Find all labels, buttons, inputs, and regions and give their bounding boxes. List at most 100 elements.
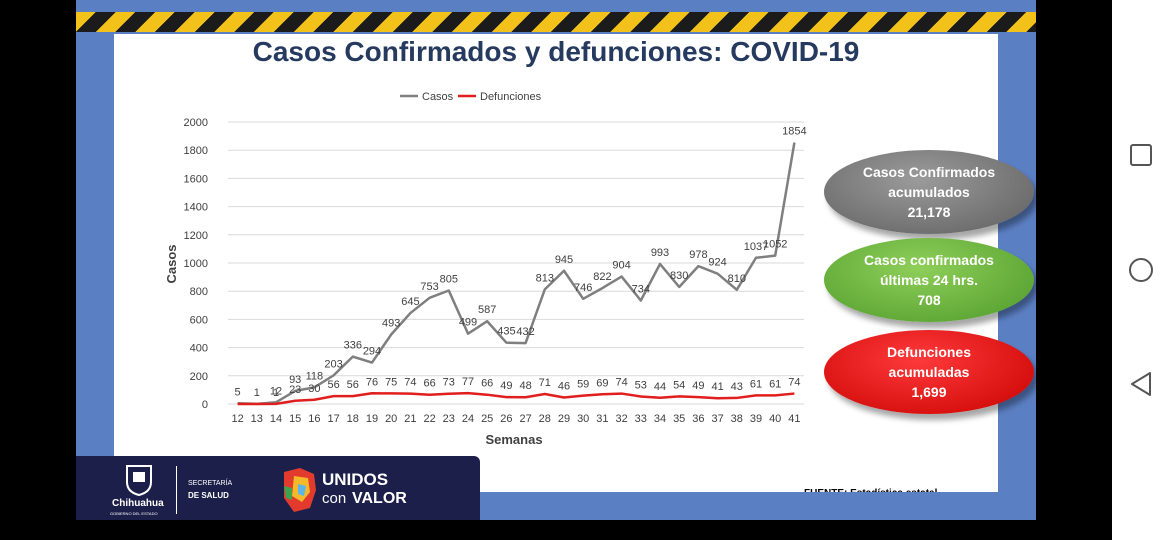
- data-label: 48: [519, 380, 531, 392]
- data-label: 499: [459, 317, 477, 329]
- x-tick-label: 37: [711, 413, 723, 425]
- data-label: 54: [673, 379, 685, 391]
- x-tick-label: 12: [231, 413, 243, 425]
- hazard-stripe: [76, 12, 1036, 32]
- data-label: 46: [558, 381, 570, 393]
- y-tick-label: 400: [190, 343, 208, 355]
- data-label: 93: [289, 374, 301, 386]
- data-label: 49: [500, 380, 512, 392]
- bubble-value: 708: [917, 292, 941, 308]
- data-label: 1037: [744, 241, 768, 253]
- legend-label: Defunciones: [480, 91, 542, 103]
- data-label: 43: [731, 381, 743, 393]
- data-label: 49: [692, 380, 704, 392]
- footer-bar: Chihuahua GOBIERNO DEL ESTADO SECRETARÍA…: [76, 456, 480, 520]
- x-axis-label: Semanas: [485, 432, 542, 447]
- y-tick-label: 1600: [184, 173, 208, 185]
- data-label: 813: [536, 272, 554, 284]
- data-label: 822: [593, 271, 611, 283]
- data-label: 645: [401, 296, 419, 308]
- data-label: 587: [478, 304, 496, 316]
- recent-apps-button[interactable]: [1126, 140, 1156, 170]
- data-label: 810: [728, 273, 746, 285]
- unidos-logo-icon: [284, 468, 316, 512]
- x-tick-label: 22: [423, 413, 435, 425]
- data-label: 56: [327, 379, 339, 391]
- back-button[interactable]: [1126, 369, 1156, 399]
- slogan-con: con: [322, 490, 347, 507]
- bubble-line: Defunciones: [886, 344, 971, 360]
- data-label: 74: [788, 377, 800, 389]
- data-label: 66: [423, 378, 435, 390]
- bubble-value: 1,699: [911, 384, 947, 400]
- data-label: 294: [363, 346, 381, 358]
- legend-label: Casos: [422, 91, 454, 103]
- x-tick-label: 40: [769, 413, 781, 425]
- bottom-strip: [480, 492, 1036, 520]
- data-label: 74: [404, 377, 416, 389]
- bubble-line: acumulados: [888, 184, 970, 200]
- data-label: 1854: [782, 126, 806, 138]
- data-label: 746: [574, 282, 592, 294]
- x-tick-label: 16: [308, 413, 320, 425]
- data-label: 336: [344, 340, 362, 352]
- x-tick-label: 18: [347, 413, 359, 425]
- y-tick-label: 800: [190, 286, 208, 298]
- x-tick-label: 30: [577, 413, 589, 425]
- data-label: 734: [632, 284, 650, 296]
- x-tick-label: 15: [289, 413, 301, 425]
- home-button[interactable]: [1126, 255, 1156, 285]
- bubble-line: Casos Confirmados: [862, 164, 996, 180]
- data-label: 118: [306, 370, 324, 382]
- chihuahua-shield-logo: [126, 465, 152, 496]
- data-label: 978: [689, 249, 707, 261]
- y-tick-labels: 0 200 400 600 800 1000 1200 1400 1600 1800 2000: [184, 117, 208, 411]
- x-tick-label: 29: [558, 413, 570, 425]
- state-subtitle: GOBIERNO DEL ESTADO: [110, 511, 158, 516]
- data-label: 53: [635, 380, 647, 392]
- x-tick-label: 35: [673, 413, 685, 425]
- data-label: 76: [366, 376, 378, 388]
- y-tick-label: 200: [190, 371, 208, 383]
- data-label: 805: [440, 273, 458, 285]
- slogan-valor: VALOR: [352, 490, 407, 507]
- secretaria-line2: DE SALUD: [188, 491, 229, 500]
- x-tick-label: 23: [443, 413, 455, 425]
- data-label: 435: [497, 326, 515, 338]
- chart-panel: Casos Confirmados y defunciones: COVID-1…: [114, 34, 1034, 516]
- bubble-line: Casos confirmados: [864, 252, 994, 268]
- accumulated-cases-bubble: Casos Confirmados acumulados 21,178: [824, 150, 1034, 234]
- data-label: 432: [516, 326, 534, 338]
- data-label: 44: [654, 381, 666, 393]
- data-label: 945: [555, 254, 573, 266]
- data-label: 74: [615, 377, 627, 389]
- data-label: 59: [577, 379, 589, 391]
- y-tick-label: 0: [202, 399, 208, 411]
- android-nav-bar: [1112, 0, 1170, 540]
- data-label: 23: [289, 384, 301, 396]
- data-label: 493: [382, 317, 400, 329]
- x-tick-label: 33: [635, 413, 647, 425]
- x-tick-label: 26: [500, 413, 512, 425]
- x-tick-label: 17: [327, 413, 339, 425]
- square-icon: [1130, 144, 1152, 166]
- data-label: 830: [670, 270, 688, 282]
- data-label: 1: [254, 387, 260, 399]
- footer-divider: [176, 466, 177, 514]
- y-tick-label: 600: [190, 314, 208, 326]
- screen: Casos Confirmados y defunciones: COVID-1…: [76, 0, 1036, 520]
- x-tick-label: 28: [539, 413, 551, 425]
- x-tick-label: 21: [404, 413, 416, 425]
- data-label: 56: [347, 379, 359, 391]
- x-tick-label: 31: [596, 413, 608, 425]
- x-tick-label: 34: [654, 413, 666, 425]
- y-axis-label: Casos: [164, 244, 179, 283]
- data-label: 41: [711, 381, 723, 393]
- x-tick-label: 24: [462, 413, 474, 425]
- y-tick-label: 1400: [184, 202, 208, 214]
- x-tick-label: 41: [788, 413, 800, 425]
- data-label: 993: [651, 247, 669, 259]
- data-label: 73: [443, 377, 455, 389]
